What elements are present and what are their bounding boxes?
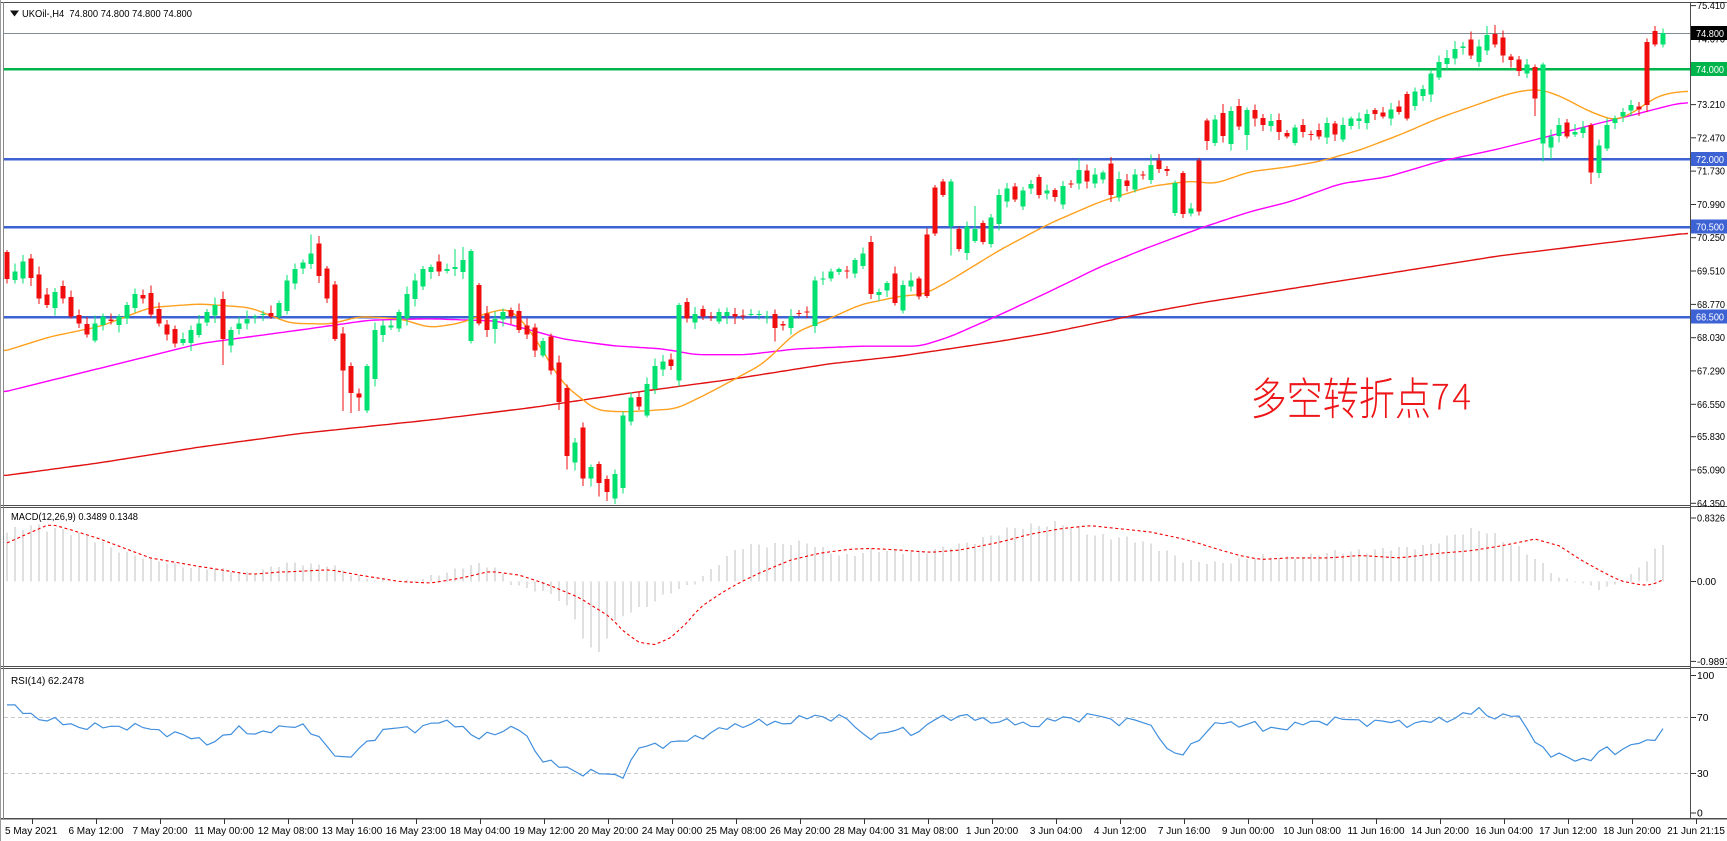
- svg-text:3 Jun 04:00: 3 Jun 04:00: [1030, 826, 1083, 837]
- svg-text:21 Jun 21:15: 21 Jun 21:15: [1667, 826, 1725, 837]
- svg-text:16 May 23:00: 16 May 23:00: [386, 826, 447, 837]
- svg-text:70.500: 70.500: [1696, 222, 1724, 233]
- svg-text:72.470: 72.470: [1697, 133, 1725, 144]
- svg-text:72.000: 72.000: [1696, 155, 1724, 166]
- svg-text:74.800: 74.800: [1696, 29, 1724, 40]
- svg-text:30: 30: [1697, 769, 1709, 780]
- svg-text:71.730: 71.730: [1697, 167, 1725, 178]
- svg-text:70.990: 70.990: [1697, 200, 1725, 211]
- svg-text:24 May 00:00: 24 May 00:00: [642, 826, 703, 837]
- svg-text:12 May 08:00: 12 May 08:00: [258, 826, 319, 837]
- svg-text:0: 0: [1697, 809, 1703, 820]
- svg-text:11 May 00:00: 11 May 00:00: [194, 826, 254, 837]
- svg-text:20 May 20:00: 20 May 20:00: [578, 826, 639, 837]
- svg-text:9 Jun 00:00: 9 Jun 00:00: [1222, 826, 1275, 837]
- svg-text:65.090: 65.090: [1697, 465, 1725, 476]
- svg-text:1 Jun 20:00: 1 Jun 20:00: [966, 826, 1019, 837]
- svg-text:13 May 16:00: 13 May 16:00: [322, 826, 383, 837]
- svg-text:18 Jun 20:00: 18 Jun 20:00: [1603, 826, 1661, 837]
- svg-text:25 May 08:00: 25 May 08:00: [706, 826, 767, 837]
- svg-text:14 Jun 20:00: 14 Jun 20:00: [1411, 826, 1469, 837]
- svg-text:66.550: 66.550: [1697, 400, 1725, 411]
- svg-text:70.250: 70.250: [1697, 233, 1725, 244]
- svg-text:69.510: 69.510: [1697, 267, 1725, 278]
- svg-text:68.500: 68.500: [1696, 312, 1724, 323]
- svg-text:28 May 04:00: 28 May 04:00: [834, 826, 895, 837]
- svg-text:11 Jun 16:00: 11 Jun 16:00: [1347, 826, 1405, 837]
- svg-text:100: 100: [1697, 671, 1714, 682]
- svg-text:UKOil-,H4 74.800 74.800 74.80: UKOil-,H4 74.800 74.800 74.800 74.800: [22, 8, 192, 20]
- svg-text:64.350: 64.350: [1697, 499, 1725, 510]
- svg-text:65.830: 65.830: [1697, 432, 1725, 443]
- svg-text:67.290: 67.290: [1697, 366, 1725, 377]
- svg-text:7 May 20:00: 7 May 20:00: [132, 826, 187, 837]
- svg-text:26 May 20:00: 26 May 20:00: [770, 826, 831, 837]
- svg-text:19 May 12:00: 19 May 12:00: [514, 826, 575, 837]
- svg-text:-0.9897: -0.9897: [1697, 657, 1727, 668]
- svg-text:18 May 04:00: 18 May 04:00: [450, 826, 511, 837]
- svg-text:10 Jun 08:00: 10 Jun 08:00: [1283, 826, 1341, 837]
- svg-text:17 Jun 12:00: 17 Jun 12:00: [1539, 826, 1597, 837]
- svg-text:4 Jun 12:00: 4 Jun 12:00: [1094, 826, 1147, 837]
- svg-text:RSI(14) 62.2478: RSI(14) 62.2478: [11, 676, 84, 687]
- svg-text:70: 70: [1697, 713, 1709, 724]
- svg-text:6 May 12:00: 6 May 12:00: [68, 826, 123, 837]
- svg-text:75.410: 75.410: [1697, 1, 1725, 12]
- svg-text:73.210: 73.210: [1697, 100, 1725, 111]
- svg-text:16 Jun 04:00: 16 Jun 04:00: [1475, 826, 1533, 837]
- svg-text:68.030: 68.030: [1697, 333, 1725, 344]
- svg-text:7 Jun 16:00: 7 Jun 16:00: [1158, 826, 1211, 837]
- svg-text:0.00: 0.00: [1697, 577, 1716, 588]
- svg-text:74.000: 74.000: [1696, 65, 1724, 76]
- svg-text:0.8326: 0.8326: [1697, 514, 1725, 525]
- svg-text:5 May 2021: 5 May 2021: [5, 826, 58, 837]
- svg-text:31 May 08:00: 31 May 08:00: [898, 826, 959, 837]
- svg-text:68.770: 68.770: [1697, 300, 1725, 311]
- svg-text:MACD(12,26,9) 0.3489 0.1348: MACD(12,26,9) 0.3489 0.1348: [11, 512, 138, 523]
